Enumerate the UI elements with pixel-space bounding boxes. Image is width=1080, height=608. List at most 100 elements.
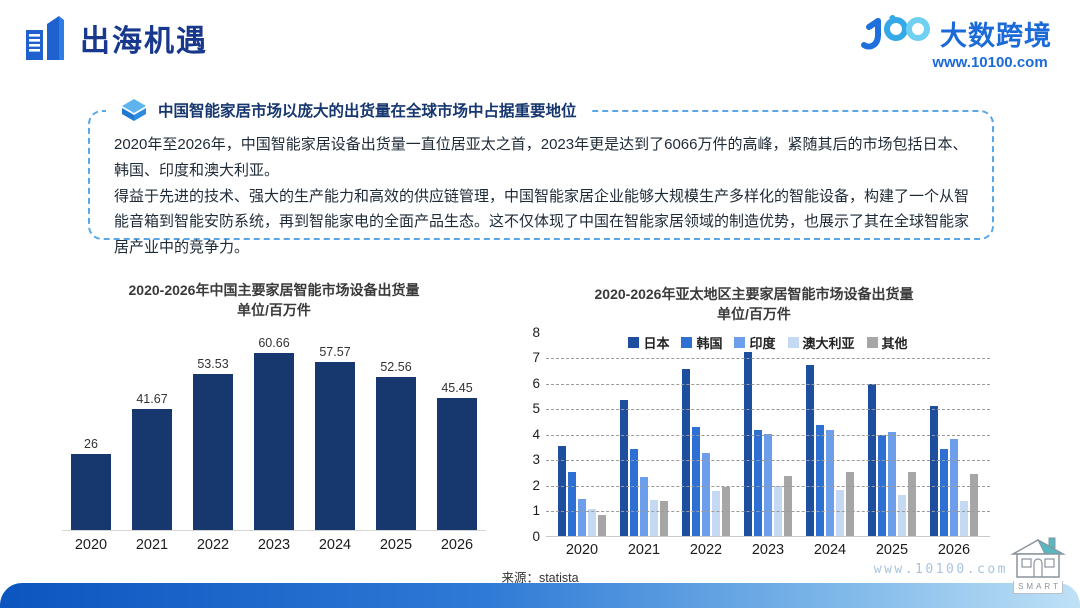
x-axis-label: 2025	[379, 536, 413, 553]
bar-groups	[546, 333, 990, 536]
apac-shipments-chart: 2020-2026年亚太地区主要家居智能市场设备出货量 单位/百万件 日本 韩国 印…	[518, 284, 990, 558]
bar	[692, 427, 700, 536]
bar	[588, 508, 596, 536]
bar	[193, 374, 233, 530]
y-axis-label: 8	[532, 324, 540, 340]
y-axis-label: 0	[532, 528, 540, 544]
bar	[437, 397, 477, 530]
source-note: 来源：statista	[501, 571, 579, 585]
gridline	[546, 485, 990, 487]
watermark: www.10100.com	[873, 562, 1008, 577]
bar	[568, 471, 576, 536]
bar	[640, 476, 648, 536]
bar	[620, 400, 628, 536]
legend-swatch	[866, 336, 878, 348]
bar	[774, 485, 782, 536]
title-block: 出海机遇	[24, 14, 208, 62]
gridline	[546, 383, 990, 385]
gridline	[546, 511, 990, 513]
bar	[898, 494, 906, 536]
legend-swatch	[628, 336, 640, 348]
bar	[376, 377, 416, 530]
bar	[702, 452, 710, 536]
x-axis-label: 2021	[627, 541, 661, 558]
building-icon	[26, 16, 64, 60]
x-axis-label: 2020	[74, 536, 108, 553]
legend-item: 印度	[734, 333, 776, 352]
legend-label: 澳大利亚	[802, 335, 855, 351]
bar	[682, 368, 690, 536]
china-shipments-chart: 2020-2026年中国主要家居智能市场设备出货量 单位/百万件 26 41.67…	[62, 280, 486, 553]
bar-value-label: 52.56	[380, 360, 412, 375]
bar	[660, 501, 668, 536]
bar-group	[620, 400, 668, 536]
house-icon	[1010, 537, 1066, 578]
x-axis-label: 2024	[813, 541, 847, 558]
smart-logo: SMART	[1006, 536, 1070, 594]
x-axis-label: 2022	[689, 541, 723, 558]
callout-title: 中国智能家居市场以庞大的出货量在全球市场中占据重要地位	[158, 103, 577, 120]
smart-label: SMART	[1013, 581, 1063, 594]
bar	[784, 475, 792, 536]
bar	[578, 498, 586, 536]
bar	[950, 438, 958, 536]
bar-group	[806, 364, 854, 536]
bar	[908, 471, 916, 536]
x-axis-label: 2026	[440, 536, 474, 553]
bar	[826, 429, 834, 536]
brand-logo: 大数跨境 www.10100.com	[860, 14, 1052, 71]
callout-body: 2020年至2026年，中国智能家居设备出货量一直位居亚太之首，2023年更是达…	[90, 112, 992, 261]
y-axis-label: 4	[532, 426, 540, 442]
bar	[868, 383, 876, 536]
bar-column: 53.53	[192, 357, 234, 530]
chart-title: 2020-2026年亚太地区主要家居智能市场设备出货量	[594, 286, 914, 302]
legend-item: 其他	[866, 333, 908, 352]
box-icon	[122, 99, 146, 121]
bar-group	[930, 405, 978, 536]
x-axis-label: 2026	[937, 541, 971, 558]
gridline	[546, 434, 990, 436]
bar-column: 26	[70, 437, 112, 530]
bar-value-label: 41.67	[136, 391, 168, 406]
callout-box: 中国智能家居市场以庞大的出货量在全球市场中占据重要地位 2020年至2026年，…	[88, 98, 994, 256]
bar-column: 60.66	[253, 336, 295, 530]
bar-column: 52.56	[375, 360, 417, 530]
y-axis-label: 5	[532, 401, 540, 417]
bar	[806, 364, 814, 536]
page-title: 出海机遇	[80, 25, 208, 58]
chart-title: 2020-2026年中国主要家居智能市场设备出货量	[128, 282, 420, 298]
x-axis-label: 2023	[257, 536, 291, 553]
gridline	[546, 460, 990, 462]
bar-value-label: 45.45	[441, 380, 473, 395]
legend-label: 日本	[643, 335, 670, 351]
bar-group	[558, 446, 606, 536]
y-axis-label: 7	[532, 350, 540, 366]
plot-area: 26 41.67 53.53 60.66 57.57 52.56 45.45	[62, 329, 486, 531]
bar	[650, 499, 658, 536]
bar	[846, 471, 854, 536]
y-axis-label: 3	[532, 452, 540, 468]
legend-item: 日本	[628, 333, 669, 352]
bar-value-label: 53.53	[197, 357, 229, 372]
bar-group	[868, 383, 916, 536]
bar	[744, 352, 752, 536]
x-axis: 2020 2021 2022 2023 2024 2025 2026	[62, 537, 486, 553]
x-axis: 2020 2021 2022 2023 2024 2025 2026	[546, 542, 990, 558]
legend-swatch	[681, 336, 693, 348]
bar	[132, 408, 172, 530]
brand-name: 大数跨境	[940, 21, 1052, 51]
bar	[630, 448, 638, 536]
bar	[71, 454, 111, 530]
bar	[836, 489, 844, 536]
x-axis-label: 2023	[751, 541, 785, 558]
legend-label: 韩国	[696, 335, 723, 351]
legend-swatch	[734, 336, 746, 348]
bar-column: 41.67	[131, 392, 173, 530]
chart-subtitle: 单位/百万件	[237, 302, 311, 318]
gridline	[546, 358, 990, 360]
bar	[960, 501, 968, 536]
bar	[970, 474, 978, 536]
bar	[764, 433, 772, 536]
legend: 日本 韩国 印度 澳大利亚 其他	[546, 333, 990, 352]
